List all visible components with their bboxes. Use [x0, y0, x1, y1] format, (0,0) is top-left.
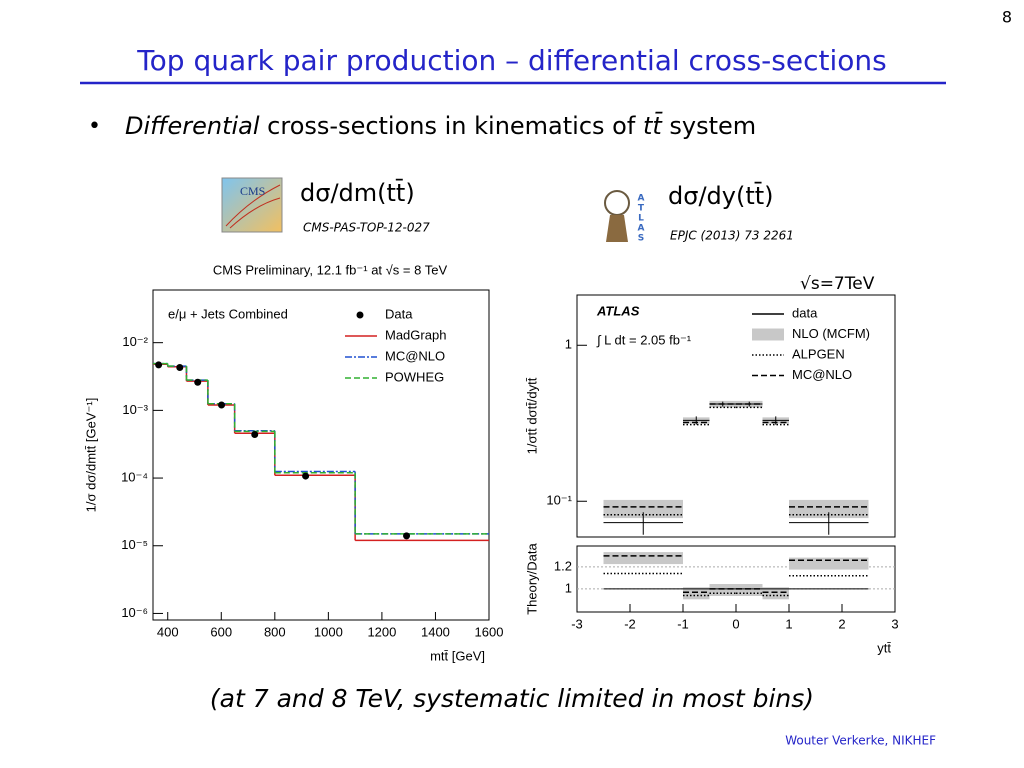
- author: Wouter Verkerke, NIKHEF: [785, 734, 936, 748]
- atlas-logo-letter: T: [638, 204, 645, 214]
- legend-label: MC@NLO: [385, 348, 445, 363]
- y-tick-label: 10⁻³: [122, 402, 148, 417]
- legend-label: MadGraph: [385, 327, 446, 342]
- data-point: [194, 378, 202, 386]
- x-tick-label: 1000: [314, 624, 343, 639]
- ratio-band: [709, 584, 736, 596]
- legend-label: data: [792, 305, 818, 320]
- right-heading: dσ/dy(tt̄): [668, 181, 774, 210]
- slide-title: Top quark pair production – differential…: [136, 44, 886, 77]
- x-tick-label: -2: [624, 616, 636, 631]
- atlas-logo-globe: [604, 190, 630, 216]
- ratio-band: [736, 584, 763, 596]
- band: [603, 499, 683, 519]
- data-point: [176, 363, 184, 371]
- bullet-dot: •: [88, 114, 101, 139]
- bullet-body: cross-sections in kinematics of: [267, 112, 636, 140]
- x-tick-label: 400: [157, 624, 179, 639]
- y-tick-label: 1: [565, 337, 572, 352]
- cms-logo-tracks: [225, 184, 281, 229]
- chart-title: CMS Preliminary, 12.1 fb⁻¹ at √s = 8 TeV: [213, 262, 448, 277]
- atlas-logo-figure: [606, 215, 628, 242]
- plot-frame: [576, 294, 896, 538]
- experiment-label: ATLAS: [596, 303, 640, 318]
- atlas-logo-letters: ATLAS: [638, 194, 645, 244]
- x-tick-label: 1200: [367, 624, 396, 639]
- atlas-logo-letter: S: [638, 234, 644, 244]
- x-tick-label: 0: [732, 616, 739, 631]
- lumi-label: ∫ L dt = 2.05 fb⁻¹: [596, 332, 692, 347]
- bullet-symbol: tt̄: [643, 111, 663, 140]
- bullet-emphasis: Differential: [125, 112, 260, 140]
- x-axis-label: ytt̄: [877, 640, 891, 655]
- data-point: [403, 532, 411, 540]
- data-point: [155, 361, 163, 369]
- left-reference: CMS-PAS-TOP-12-027: [303, 221, 430, 235]
- y-tick-label: 10⁻⁴: [121, 469, 148, 484]
- legend-marker: [356, 311, 364, 319]
- ratio-band: [603, 552, 683, 565]
- ratio-band: [762, 587, 789, 600]
- x-axis-label: mtt̄ [GeV]: [430, 648, 485, 663]
- ratio-axis-label: Theory/Data: [524, 542, 539, 614]
- ratio-band: [789, 557, 869, 570]
- energy-label: √s=7TeV: [800, 274, 875, 294]
- x-tick-label: 600: [210, 624, 232, 639]
- data-point: [251, 431, 259, 439]
- x-tick-label: -1: [677, 616, 689, 631]
- annotation: e/μ + Jets Combined: [168, 306, 288, 321]
- atlas-chart: -3 -2 -1 0 1 2 3 10⁻¹ 1 1 1.2 data NLO (MCFM) ALPGEN M…: [524, 294, 899, 655]
- x-tick-label: 2: [838, 616, 845, 631]
- ratio-band: [683, 587, 710, 600]
- footer: (at 7 and 8 TeV, systematic limited in m…: [210, 684, 814, 713]
- y-axis-label: 1/σ dσ/dmtt̄ [GeV⁻¹]: [83, 398, 98, 513]
- cms-logo-text: CMS: [240, 184, 265, 198]
- cms-logo: [221, 177, 283, 233]
- plot-frame: [152, 289, 490, 621]
- slide-number: 8: [1002, 8, 1012, 27]
- cms-chart: 400 600 800 1000 1200 1400 1600 10⁻⁶ 10⁻⁵ 10⁻⁴ 10⁻…: [83, 262, 503, 663]
- ratio-tick-label: 1: [565, 580, 572, 595]
- y-tick-label: 10⁻¹: [546, 493, 572, 508]
- x-tick-label: 800: [264, 624, 286, 639]
- y-tick-label: 10⁻²: [122, 334, 148, 349]
- ratio-tick-label: 1.2: [554, 558, 572, 573]
- legend-label: POWHEG: [385, 369, 444, 384]
- y-tick-label: 10⁻⁶: [121, 605, 148, 620]
- x-tick-label: 3: [891, 616, 898, 631]
- y-axis-label: 1/σtt̄ dσtt̄/dytt̄: [524, 377, 539, 454]
- x-tick-label: -3: [571, 616, 583, 631]
- legend-label: ALPGEN: [792, 346, 845, 361]
- bullet-tail: system: [669, 112, 756, 140]
- legend-swatch: [752, 328, 784, 341]
- atlas-logo-letter: A: [638, 224, 645, 234]
- x-tick-label: 1600: [475, 624, 504, 639]
- atlas-logo-letter: A: [638, 194, 645, 204]
- legend-label: MC@NLO: [792, 367, 852, 382]
- bullet-text: Differential cross-sections in kinematic…: [125, 111, 756, 140]
- data-point: [302, 472, 310, 480]
- x-tick-label: 1: [785, 616, 792, 631]
- data-point: [218, 401, 226, 409]
- legend-label: Data: [385, 306, 413, 321]
- atlas-logo-letter: L: [638, 214, 644, 224]
- right-reference: EPJC (2013) 73 2261: [670, 229, 794, 243]
- band: [789, 499, 869, 519]
- legend-label: NLO (MCFM): [792, 326, 870, 341]
- left-heading: dσ/dm(tt̄): [300, 178, 415, 207]
- x-tick-label: 1400: [421, 624, 450, 639]
- y-tick-label: 10⁻⁵: [121, 537, 148, 552]
